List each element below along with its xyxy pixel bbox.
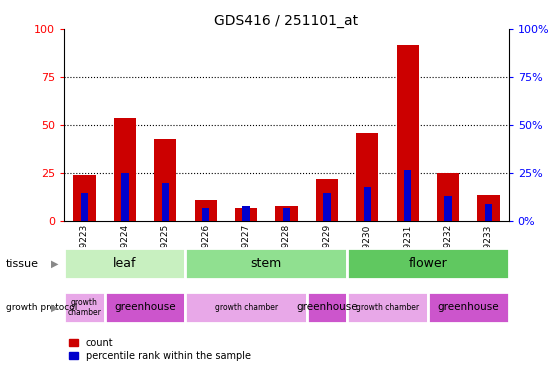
Bar xyxy=(283,208,290,221)
Text: ▶: ▶ xyxy=(51,258,59,269)
Text: leaf: leaf xyxy=(113,257,136,270)
Bar xyxy=(81,193,88,221)
Bar xyxy=(64,292,105,323)
Bar xyxy=(202,208,209,221)
Text: stem: stem xyxy=(250,257,282,270)
Text: tissue: tissue xyxy=(6,258,39,269)
Text: greenhouse: greenhouse xyxy=(438,302,499,313)
Bar xyxy=(73,175,96,221)
Text: growth
chamber: growth chamber xyxy=(68,298,101,317)
Text: ▶: ▶ xyxy=(51,302,59,313)
Bar xyxy=(316,179,338,221)
Text: greenhouse: greenhouse xyxy=(296,302,358,313)
Bar xyxy=(276,206,297,221)
Bar xyxy=(444,197,452,221)
Bar xyxy=(105,292,186,323)
Bar xyxy=(162,183,169,221)
Text: flower: flower xyxy=(409,257,447,270)
Bar xyxy=(114,118,136,221)
Bar xyxy=(437,173,459,221)
Bar xyxy=(121,173,129,221)
Bar xyxy=(235,208,257,221)
Bar xyxy=(347,248,509,279)
Bar xyxy=(477,195,500,221)
Bar xyxy=(186,292,307,323)
Title: GDS416 / 251101_at: GDS416 / 251101_at xyxy=(215,14,358,28)
Bar xyxy=(243,206,250,221)
Bar xyxy=(307,292,347,323)
Bar xyxy=(404,169,411,221)
Text: growth chamber: growth chamber xyxy=(356,303,419,312)
Text: growth chamber: growth chamber xyxy=(215,303,278,312)
Bar xyxy=(154,139,177,221)
Bar xyxy=(396,45,419,221)
Bar xyxy=(485,204,492,221)
Bar xyxy=(195,200,217,221)
Bar xyxy=(347,292,428,323)
Bar xyxy=(186,248,347,279)
Bar xyxy=(323,193,330,221)
Bar xyxy=(364,187,371,221)
Legend: count, percentile rank within the sample: count, percentile rank within the sample xyxy=(69,338,250,361)
Text: growth protocol: growth protocol xyxy=(6,303,77,312)
Text: greenhouse: greenhouse xyxy=(114,302,176,313)
Bar xyxy=(428,292,509,323)
Bar xyxy=(356,133,378,221)
Bar xyxy=(64,248,186,279)
